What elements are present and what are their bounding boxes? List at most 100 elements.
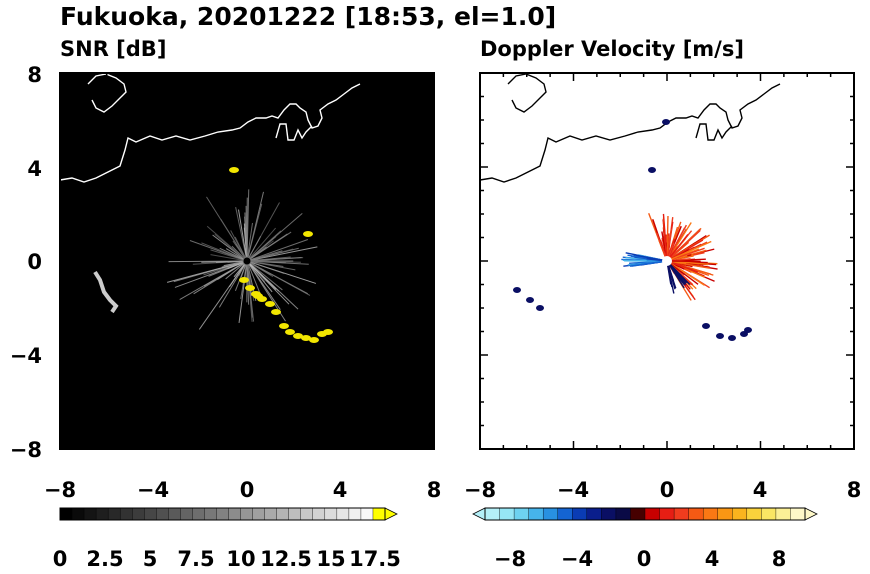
colorbar-swatch: [337, 508, 350, 520]
snr-ytick-label: 8: [27, 63, 42, 87]
colorbar-swatch: [630, 508, 645, 520]
colorbar-swatch: [84, 508, 97, 520]
snr-radar-site: [243, 257, 251, 265]
snr-ytick-label: −8: [10, 438, 42, 462]
snr-echo-patch: [265, 301, 275, 307]
colorbar-swatch: [253, 508, 266, 520]
colorbar-swatch: [601, 508, 616, 520]
snr-echo-patch: [285, 329, 295, 335]
doppler-xtick-label: 4: [753, 478, 768, 502]
doppler-colorbar-tick: −8: [494, 547, 526, 570]
colorbar-swatch: [349, 508, 362, 520]
colorbar-swatch: [703, 508, 718, 520]
figure-title: Fukuoka, 20201222 [18:53, el=1.0]: [60, 2, 556, 31]
colorbar-swatch: [660, 508, 675, 520]
colorbar-swatch: [485, 508, 500, 520]
snr-colorbar-tick: 12.5: [260, 547, 312, 570]
colorbar-swatch: [790, 508, 805, 520]
colorbar-swatch: [529, 508, 544, 520]
colorbar-swatch: [192, 508, 205, 520]
snr-xtick-label: 4: [333, 478, 348, 502]
colorbar-swatch: [204, 508, 217, 520]
colorbar-swatch: [500, 508, 515, 520]
colorbar-swatch: [229, 508, 242, 520]
colorbar-extend-min: [473, 508, 485, 520]
colorbar-swatch: [313, 508, 326, 520]
colorbar-swatch: [543, 508, 558, 520]
colorbar-swatch: [718, 508, 733, 520]
snr-echo-patch: [253, 293, 263, 299]
snr-xtick-label: 0: [240, 478, 255, 502]
snr-panel: SNR [dB] 8 4 0 −4 −8 −8 −4 0 4 8 0 2.5 5…: [10, 37, 442, 570]
colorbar-swatch: [301, 508, 314, 520]
colorbar-swatch: [645, 508, 660, 520]
doppler-panel-title: Doppler Velocity [m/s]: [480, 37, 744, 61]
doppler-echo-patch: [702, 323, 710, 329]
snr-ytick-label: −4: [10, 344, 42, 368]
doppler-colorbar-tick: 0: [637, 547, 652, 570]
doppler-echo-patch: [526, 297, 534, 303]
colorbar-swatch: [72, 508, 85, 520]
colorbar-swatch: [108, 508, 121, 520]
doppler-echo-patch: [744, 327, 752, 333]
colorbar-swatch: [289, 508, 302, 520]
snr-ytick-label: 0: [27, 250, 42, 274]
colorbar-swatch: [361, 508, 374, 520]
doppler-colorbar-tick: −4: [561, 547, 593, 570]
doppler-xtick-label: 8: [847, 478, 862, 502]
snr-colorbar-tick: 0: [53, 547, 68, 570]
doppler-colorbar: [473, 508, 817, 520]
snr-colorbar-tick: 2.5: [86, 547, 123, 570]
colorbar-swatch: [180, 508, 193, 520]
doppler-echo-patch: [716, 333, 724, 339]
colorbar-swatch: [132, 508, 145, 520]
colorbar-swatch: [325, 508, 338, 520]
doppler-colorbar-tick: 4: [705, 547, 720, 570]
colorbar-swatch: [168, 508, 181, 520]
doppler-colorbar-tick: 8: [772, 547, 787, 570]
doppler-echo-patch: [648, 167, 656, 173]
snr-colorbar-tick: 17.5: [349, 547, 401, 570]
snr-echo-patch: [323, 329, 333, 335]
colorbar-swatch: [277, 508, 290, 520]
colorbar-swatch: [587, 508, 602, 520]
colorbar-swatch: [776, 508, 791, 520]
doppler-panel: Doppler Velocity [m/s] −8 −4 0 4 8 −8 −4…: [464, 37, 861, 570]
snr-xtick-label: −4: [137, 478, 169, 502]
snr-panel-title: SNR [dB]: [60, 37, 166, 61]
snr-echo-patch: [279, 323, 289, 329]
snr-xtick-label: −8: [44, 478, 76, 502]
snr-colorbar: [60, 508, 397, 520]
colorbar-swatch: [265, 508, 278, 520]
colorbar-swatch: [689, 508, 704, 520]
colorbar-swatch: [616, 508, 631, 520]
doppler-radar-site: [662, 256, 672, 266]
doppler-xtick-label: −8: [464, 478, 496, 502]
doppler-echo-patch: [513, 287, 521, 293]
colorbar-swatch: [373, 508, 386, 520]
snr-colorbar-tick: 10: [226, 547, 255, 570]
colorbar-swatch: [120, 508, 133, 520]
snr-echo-patch: [271, 309, 281, 315]
colorbar-swatch: [60, 508, 73, 520]
doppler-echo-patch: [662, 119, 670, 125]
doppler-xtick-label: −4: [557, 478, 589, 502]
doppler-echo-patch: [536, 305, 544, 311]
colorbar-swatch: [747, 508, 762, 520]
doppler-echo-patch: [728, 335, 736, 341]
colorbar-swatch: [216, 508, 229, 520]
doppler-xtick-label: 0: [660, 478, 675, 502]
snr-ytick-label: 4: [27, 157, 42, 181]
colorbar-extend-max: [385, 508, 397, 520]
colorbar-swatch: [761, 508, 776, 520]
snr-xtick-label: 8: [427, 478, 442, 502]
colorbar-swatch: [241, 508, 254, 520]
snr-echo-patch: [239, 277, 249, 283]
snr-echo-patch: [245, 285, 255, 291]
colorbar-swatch: [96, 508, 109, 520]
snr-echo-patch: [309, 337, 319, 343]
colorbar-extend-max: [805, 508, 817, 520]
snr-echo-patch: [229, 167, 239, 173]
colorbar-swatch: [558, 508, 573, 520]
